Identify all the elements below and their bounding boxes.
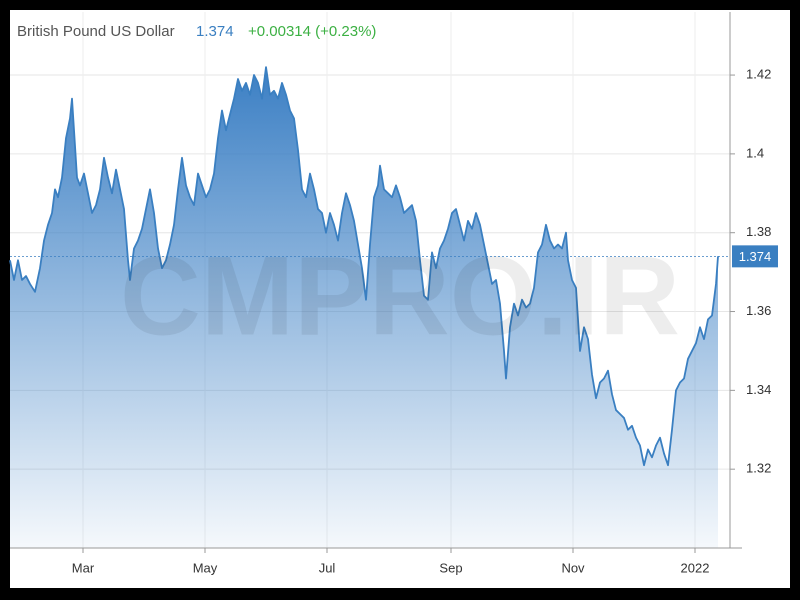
last-value-tag bbox=[732, 245, 778, 268]
x-tick-label: 2022 bbox=[681, 560, 710, 575]
x-tick-label: Mar bbox=[72, 560, 95, 575]
y-tick-label: 1.34 bbox=[746, 382, 771, 397]
x-tick-label: May bbox=[193, 560, 218, 575]
y-tick-label: 1.32 bbox=[746, 461, 771, 476]
y-tick-label: 1.38 bbox=[746, 224, 771, 239]
chart-title: British Pound US Dollar bbox=[17, 23, 175, 40]
y-tick-label: 1.36 bbox=[746, 303, 771, 318]
last-value-label: 1.374 bbox=[739, 249, 772, 264]
x-tick-label: Sep bbox=[439, 560, 462, 575]
header-value: 1.374 bbox=[196, 23, 234, 40]
area bbox=[10, 67, 718, 549]
y-tick-label: 1.4 bbox=[746, 145, 764, 160]
x-tick-label: Jul bbox=[319, 560, 336, 575]
watermark: CMPRO.IR bbox=[120, 234, 680, 359]
line bbox=[9, 66, 719, 467]
x-tick-label: Nov bbox=[561, 560, 585, 575]
header-change: +0.00314 (+0.23%) bbox=[248, 23, 376, 40]
y-tick-label: 1.42 bbox=[746, 66, 771, 81]
